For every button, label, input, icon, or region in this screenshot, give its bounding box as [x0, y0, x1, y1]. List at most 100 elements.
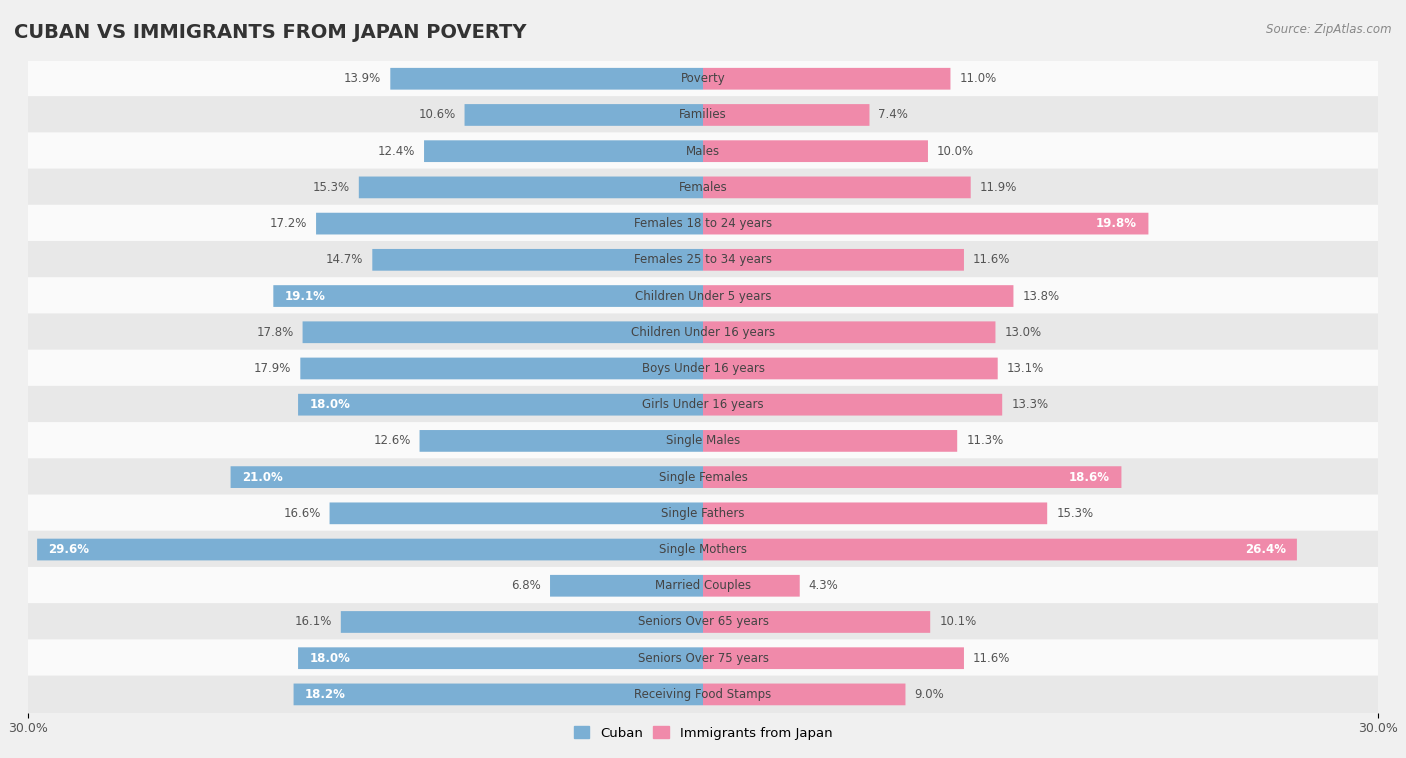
FancyBboxPatch shape: [359, 177, 703, 199]
Text: 10.6%: 10.6%: [419, 108, 456, 121]
Text: Females 25 to 34 years: Females 25 to 34 years: [634, 253, 772, 266]
FancyBboxPatch shape: [703, 177, 970, 199]
Text: Seniors Over 75 years: Seniors Over 75 years: [637, 652, 769, 665]
Text: 26.4%: 26.4%: [1244, 543, 1285, 556]
Text: 16.6%: 16.6%: [283, 507, 321, 520]
Text: 18.2%: 18.2%: [305, 688, 346, 701]
FancyBboxPatch shape: [28, 313, 1378, 351]
FancyBboxPatch shape: [294, 684, 703, 705]
FancyBboxPatch shape: [703, 684, 905, 705]
FancyBboxPatch shape: [28, 422, 1378, 460]
FancyBboxPatch shape: [28, 349, 1378, 387]
Text: Source: ZipAtlas.com: Source: ZipAtlas.com: [1267, 23, 1392, 36]
Text: Receiving Food Stamps: Receiving Food Stamps: [634, 688, 772, 701]
Text: 4.3%: 4.3%: [808, 579, 838, 592]
FancyBboxPatch shape: [703, 647, 965, 669]
Text: 10.0%: 10.0%: [936, 145, 974, 158]
Text: 10.1%: 10.1%: [939, 615, 976, 628]
FancyBboxPatch shape: [703, 611, 931, 633]
Text: 14.7%: 14.7%: [326, 253, 363, 266]
Text: 13.9%: 13.9%: [344, 72, 381, 85]
FancyBboxPatch shape: [28, 60, 1378, 98]
Text: 11.9%: 11.9%: [980, 181, 1017, 194]
FancyBboxPatch shape: [703, 140, 928, 162]
FancyBboxPatch shape: [391, 68, 703, 89]
FancyBboxPatch shape: [28, 494, 1378, 532]
FancyBboxPatch shape: [298, 394, 703, 415]
FancyBboxPatch shape: [419, 430, 703, 452]
FancyBboxPatch shape: [273, 285, 703, 307]
Text: 13.0%: 13.0%: [1004, 326, 1042, 339]
Text: 12.6%: 12.6%: [373, 434, 411, 447]
FancyBboxPatch shape: [703, 430, 957, 452]
FancyBboxPatch shape: [703, 104, 869, 126]
FancyBboxPatch shape: [37, 539, 703, 560]
Text: 7.4%: 7.4%: [879, 108, 908, 121]
FancyBboxPatch shape: [301, 358, 703, 379]
Text: Boys Under 16 years: Boys Under 16 years: [641, 362, 765, 375]
FancyBboxPatch shape: [28, 639, 1378, 677]
FancyBboxPatch shape: [464, 104, 703, 126]
FancyBboxPatch shape: [28, 459, 1378, 496]
Text: 17.9%: 17.9%: [254, 362, 291, 375]
FancyBboxPatch shape: [231, 466, 703, 488]
FancyBboxPatch shape: [28, 168, 1378, 206]
Text: Single Males: Single Males: [666, 434, 740, 447]
Text: 11.0%: 11.0%: [959, 72, 997, 85]
Text: Children Under 16 years: Children Under 16 years: [631, 326, 775, 339]
FancyBboxPatch shape: [28, 603, 1378, 641]
Text: 11.6%: 11.6%: [973, 253, 1011, 266]
FancyBboxPatch shape: [373, 249, 703, 271]
FancyBboxPatch shape: [329, 503, 703, 525]
Text: Children Under 5 years: Children Under 5 years: [634, 290, 772, 302]
FancyBboxPatch shape: [28, 531, 1378, 568]
FancyBboxPatch shape: [28, 567, 1378, 605]
FancyBboxPatch shape: [703, 575, 800, 597]
Legend: Cuban, Immigrants from Japan: Cuban, Immigrants from Japan: [568, 721, 838, 745]
Text: 21.0%: 21.0%: [242, 471, 283, 484]
Text: 18.6%: 18.6%: [1069, 471, 1111, 484]
FancyBboxPatch shape: [703, 213, 1149, 234]
FancyBboxPatch shape: [703, 394, 1002, 415]
Text: 13.8%: 13.8%: [1022, 290, 1060, 302]
Text: Males: Males: [686, 145, 720, 158]
FancyBboxPatch shape: [703, 503, 1047, 525]
Text: Single Mothers: Single Mothers: [659, 543, 747, 556]
Text: Poverty: Poverty: [681, 72, 725, 85]
Text: 17.2%: 17.2%: [270, 217, 307, 230]
FancyBboxPatch shape: [425, 140, 703, 162]
Text: 13.1%: 13.1%: [1007, 362, 1043, 375]
Text: 9.0%: 9.0%: [914, 688, 945, 701]
FancyBboxPatch shape: [28, 386, 1378, 424]
Text: 15.3%: 15.3%: [312, 181, 350, 194]
Text: 18.0%: 18.0%: [309, 398, 350, 411]
FancyBboxPatch shape: [703, 539, 1296, 560]
Text: 11.3%: 11.3%: [966, 434, 1004, 447]
FancyBboxPatch shape: [703, 68, 950, 89]
Text: Single Females: Single Females: [658, 471, 748, 484]
Text: 11.6%: 11.6%: [973, 652, 1011, 665]
FancyBboxPatch shape: [28, 675, 1378, 713]
FancyBboxPatch shape: [298, 647, 703, 669]
Text: 17.8%: 17.8%: [256, 326, 294, 339]
Text: Females 18 to 24 years: Females 18 to 24 years: [634, 217, 772, 230]
Text: 13.3%: 13.3%: [1011, 398, 1049, 411]
FancyBboxPatch shape: [703, 466, 1122, 488]
FancyBboxPatch shape: [340, 611, 703, 633]
FancyBboxPatch shape: [28, 277, 1378, 315]
FancyBboxPatch shape: [302, 321, 703, 343]
FancyBboxPatch shape: [28, 241, 1378, 279]
FancyBboxPatch shape: [703, 321, 995, 343]
Text: 19.1%: 19.1%: [284, 290, 325, 302]
FancyBboxPatch shape: [28, 205, 1378, 243]
Text: 16.1%: 16.1%: [294, 615, 332, 628]
FancyBboxPatch shape: [703, 249, 965, 271]
Text: 6.8%: 6.8%: [512, 579, 541, 592]
Text: Single Fathers: Single Fathers: [661, 507, 745, 520]
Text: 29.6%: 29.6%: [48, 543, 90, 556]
Text: Families: Families: [679, 108, 727, 121]
Text: Seniors Over 65 years: Seniors Over 65 years: [637, 615, 769, 628]
Text: Females: Females: [679, 181, 727, 194]
FancyBboxPatch shape: [28, 96, 1378, 134]
Text: CUBAN VS IMMIGRANTS FROM JAPAN POVERTY: CUBAN VS IMMIGRANTS FROM JAPAN POVERTY: [14, 23, 527, 42]
